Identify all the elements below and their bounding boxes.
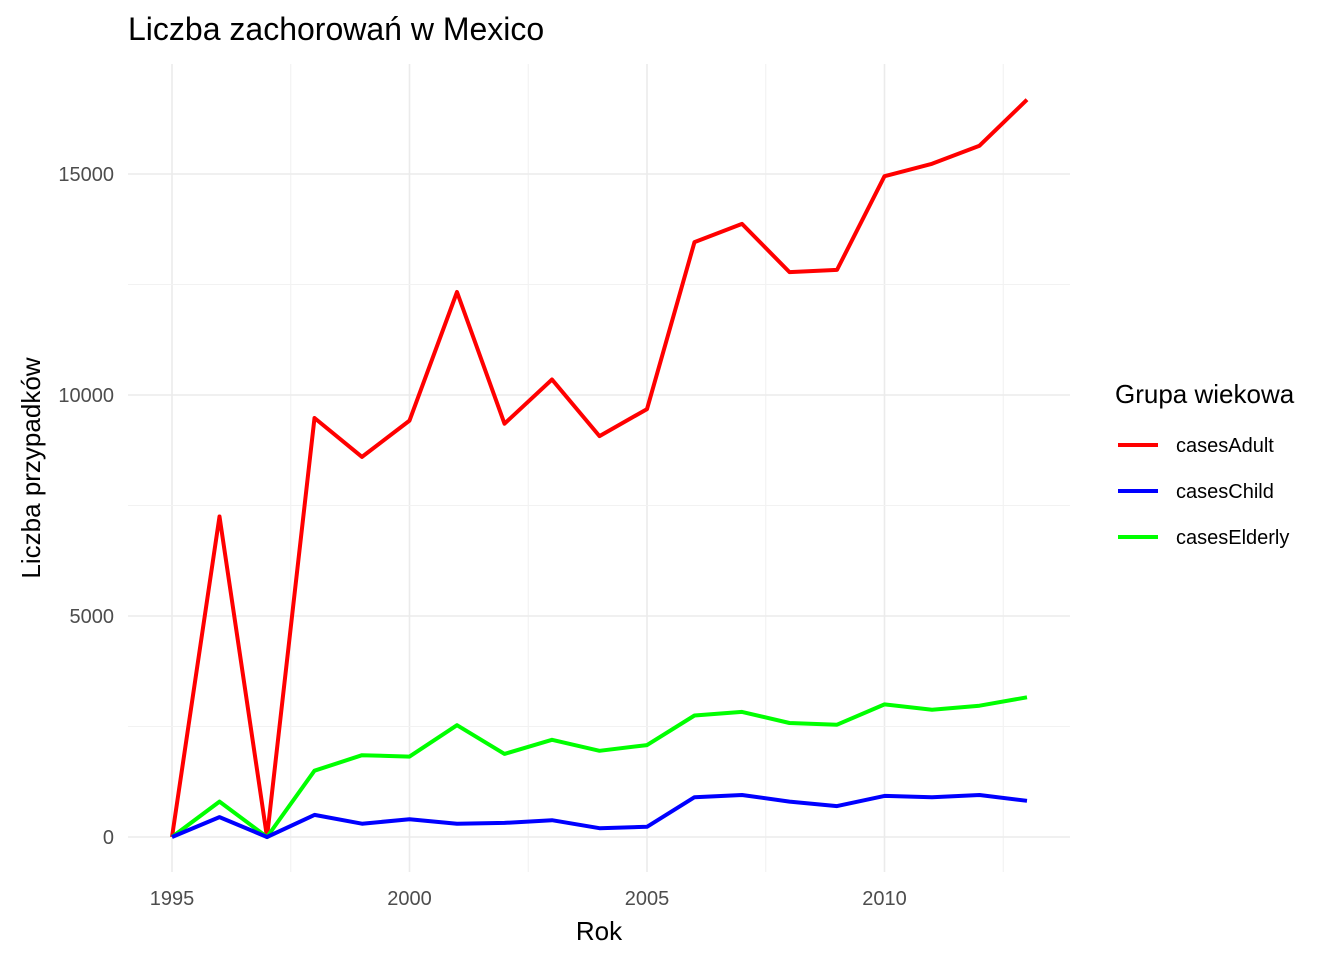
y-tick-label: 0 — [103, 827, 114, 849]
y-tick-label: 10000 — [58, 385, 114, 407]
x-tick-label: 2000 — [387, 888, 432, 910]
chart-title: Liczba zachorowań w Mexico — [128, 11, 544, 47]
legend-label-casesAdult: casesAdult — [1176, 435, 1274, 457]
legend-label-casesElderly: casesElderly — [1176, 527, 1289, 549]
y-axis-title: Liczba przypadków — [16, 357, 46, 578]
legend: Grupa wiekowa casesAdult casesChild casesE… — [1115, 379, 1295, 549]
x-tick-label: 2010 — [862, 888, 907, 910]
series-line-casesChild — [171, 793, 1028, 839]
series-lines — [170, 98, 1029, 839]
legend-items: casesAdult casesChild casesElderly — [1118, 435, 1289, 549]
legend-label-casesChild: casesChild — [1176, 481, 1274, 503]
grid — [128, 64, 1070, 872]
series-line-casesAdult — [170, 98, 1029, 839]
series-line-casesElderly — [170, 695, 1028, 839]
y-tick-label: 5000 — [70, 606, 115, 628]
x-tick-label: 2005 — [625, 888, 670, 910]
legend-title: Grupa wiekowa — [1115, 379, 1295, 409]
y-axis-ticks: 0 5000 10000 15000 — [58, 164, 114, 849]
x-tick-label: 1995 — [150, 888, 195, 910]
x-axis-title: Rok — [576, 916, 623, 946]
x-axis-ticks: 1995 2000 2005 2010 — [150, 888, 907, 910]
y-tick-label: 15000 — [58, 164, 114, 186]
